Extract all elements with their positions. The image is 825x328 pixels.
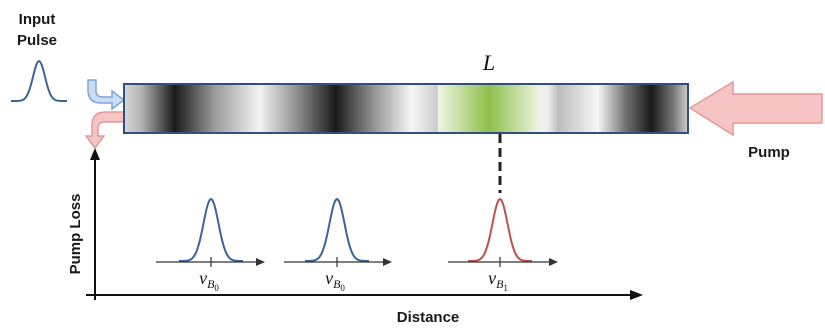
x-axis-arrowhead xyxy=(630,290,643,300)
fiber-body xyxy=(124,84,688,133)
reflected-arrow-icon xyxy=(84,111,125,150)
input-pulse-label-line2: Pulse xyxy=(17,32,57,49)
grating-region xyxy=(438,85,540,132)
y-axis-arrowhead xyxy=(90,148,100,160)
length-symbol: L xyxy=(482,50,495,75)
input-pulse-curve xyxy=(11,59,67,102)
pump-arrow-icon xyxy=(688,80,823,137)
y-axis-label: Pump Loss xyxy=(67,194,84,275)
peak-axis-arrowhead-3 xyxy=(549,258,558,266)
peak-curve-2 xyxy=(305,197,369,262)
peak-axis-arrowhead-1 xyxy=(256,258,265,266)
x-axis-label: Distance xyxy=(397,309,460,326)
fiber-outline xyxy=(123,83,689,134)
peak-label-1: νB0 xyxy=(199,268,219,293)
peak-label-2: νB0 xyxy=(325,268,345,293)
peak-axis-arrowhead-2 xyxy=(383,258,392,266)
input-pulse-label-line1: Input xyxy=(19,11,56,28)
pump-label: Pump xyxy=(748,144,790,161)
peak-curve-1 xyxy=(179,197,243,262)
peaks-group: νB0 νB0 νB1 xyxy=(156,197,558,293)
peak-curve-3 xyxy=(468,197,532,262)
peak-label-3: νB1 xyxy=(488,268,508,293)
input-arrow-icon xyxy=(87,79,126,111)
